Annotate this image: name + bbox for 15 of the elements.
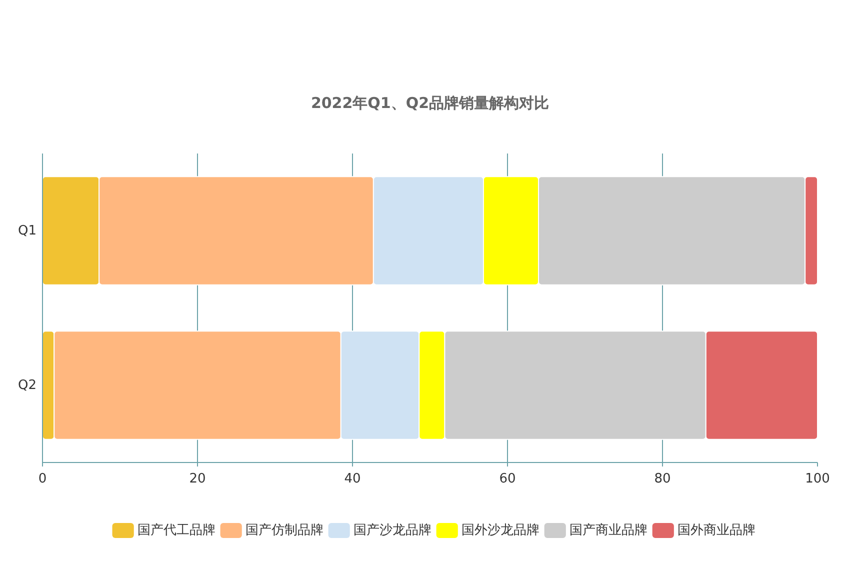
legend-label: 国产沙龙品牌	[353, 523, 432, 538]
x-tick-label: 0	[38, 472, 47, 486]
x-tick-label: 40	[344, 472, 361, 486]
y-tick-label: Q1	[18, 223, 37, 238]
y-tick-label: Q2	[18, 378, 37, 393]
legend-label: 国产商业品牌	[570, 523, 648, 538]
legend-label: 国产仿制品牌	[245, 523, 324, 538]
legend-label: 国外沙龙品牌	[462, 523, 540, 538]
x-tick-label: 60	[499, 472, 516, 486]
x-tick-label: 100	[805, 472, 830, 486]
x-tick-label: 80	[654, 472, 671, 486]
chart-title: 2022年Q1、Q2品牌销量解构对比	[310, 94, 550, 112]
legend-label: 国外商业品牌	[678, 523, 756, 538]
legend-label: 国产代工品牌	[137, 523, 216, 538]
x-tick-label: 20	[189, 472, 206, 486]
